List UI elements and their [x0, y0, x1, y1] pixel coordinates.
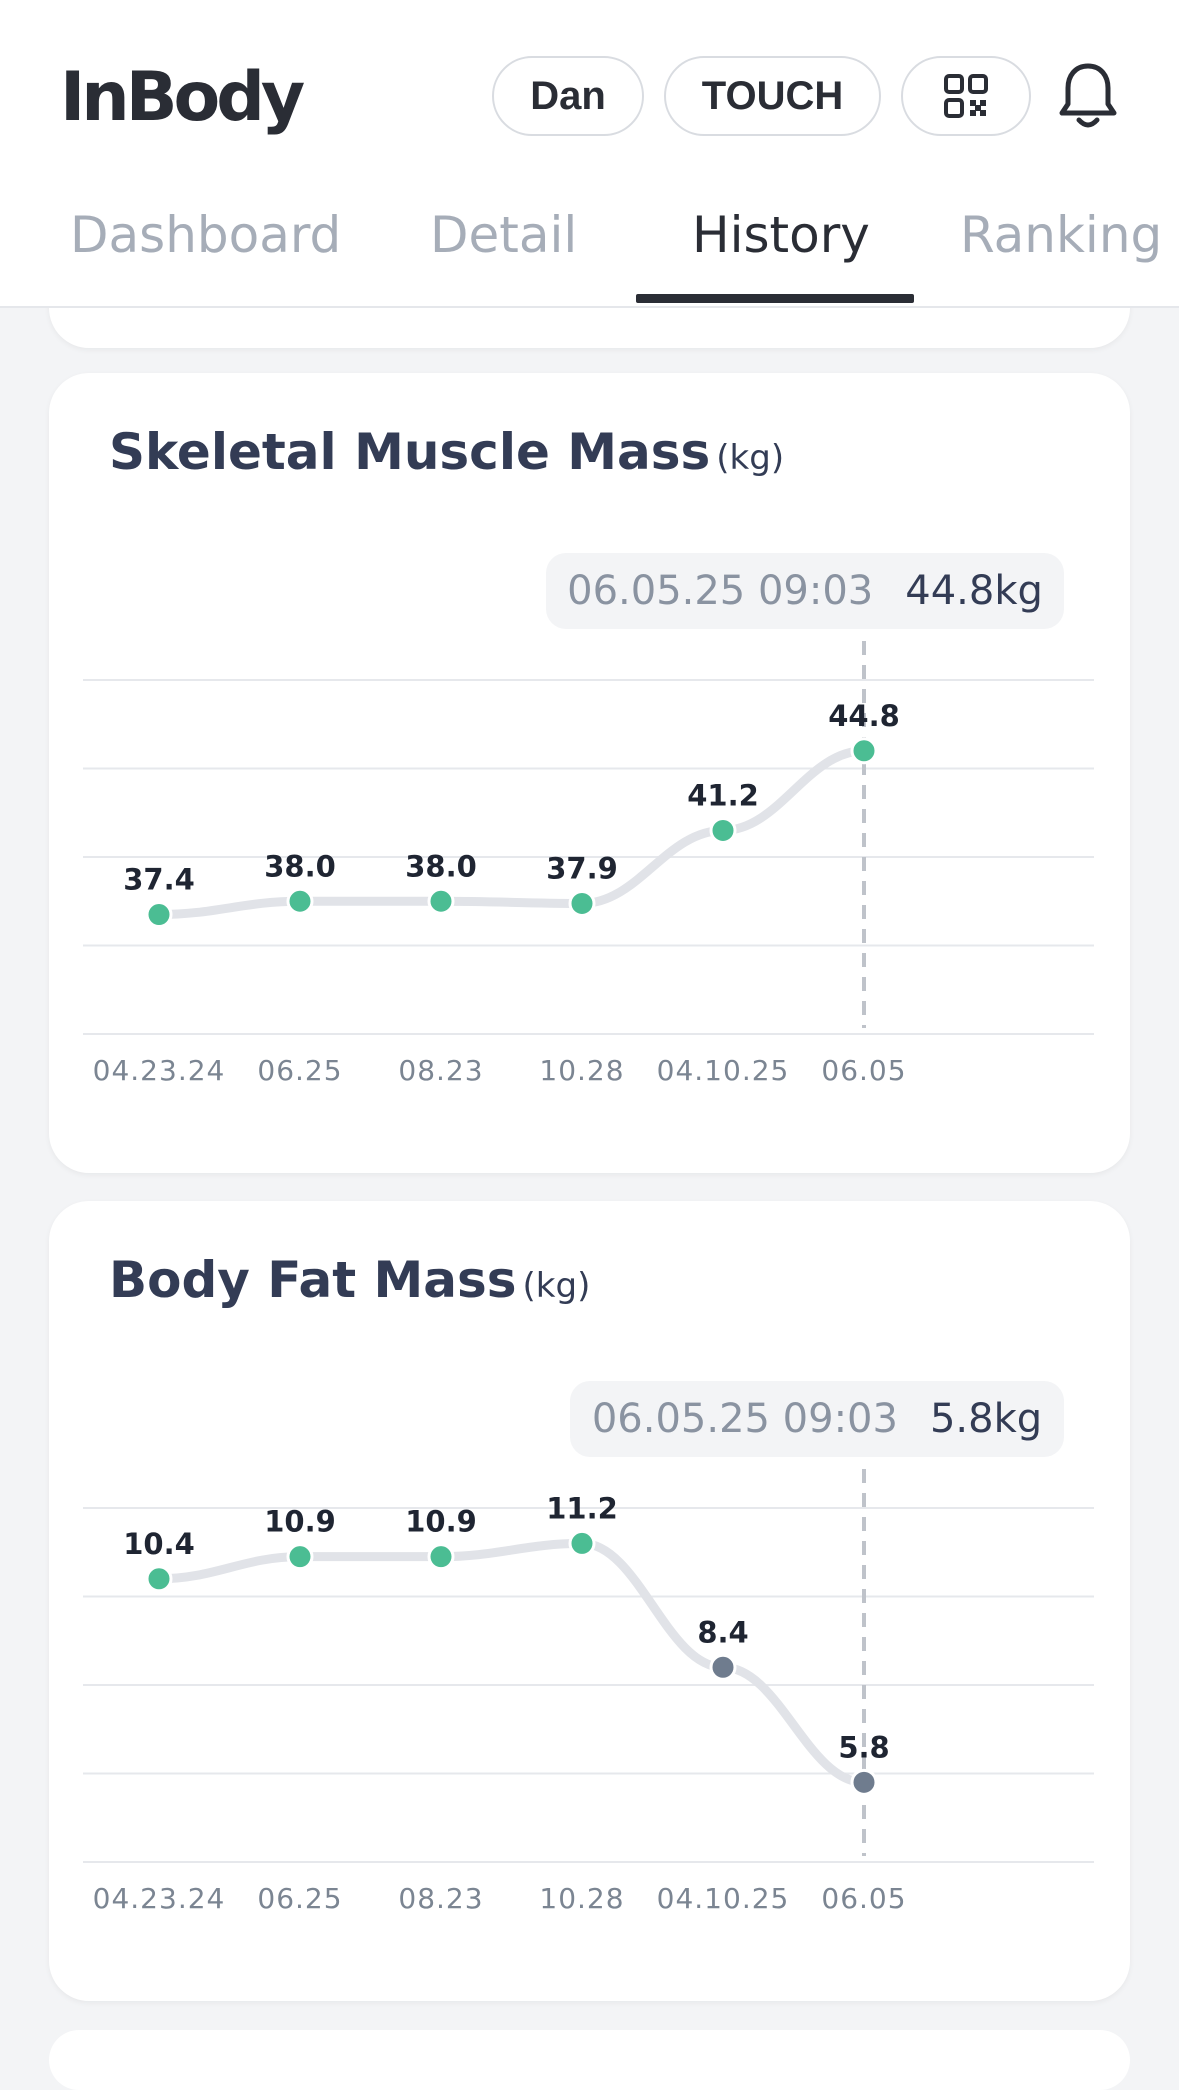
data-point [850, 737, 878, 765]
data-point [145, 901, 173, 929]
data-point [709, 1653, 737, 1681]
tab-history[interactable]: History [692, 206, 870, 264]
x-tick-label: 06.05 [821, 1882, 906, 1915]
skeletal-muscle-chart[interactable]: 37.4 38.0 38.0 37.9 41.2 44.8 04.23.24 06.25 08.… [49, 373, 1130, 1173]
data-point [286, 1543, 314, 1571]
card-title-text: Skeletal Muscle Mass [109, 423, 711, 481]
qr-code-icon [944, 74, 988, 118]
x-tick-label: 04.10.25 [657, 1054, 790, 1087]
data-point [286, 887, 314, 915]
data-label: 38.0 [405, 849, 477, 883]
data-label: 11.2 [546, 1491, 618, 1525]
x-tick-label: 06.25 [257, 1054, 342, 1087]
x-tick-label: 06.25 [257, 1882, 342, 1915]
data-point [145, 1565, 173, 1593]
data-label: 8.4 [697, 1615, 748, 1649]
data-point [427, 1543, 455, 1571]
x-tick-label: 04.23.24 [93, 1882, 226, 1915]
tab-detail[interactable]: Detail [430, 206, 578, 264]
selected-point-tooltip: 06.05.25 09:03 44.8kg [546, 553, 1064, 629]
next-card [49, 2030, 1130, 2090]
tooltip-date: 06.05.25 09:03 [567, 568, 874, 614]
skeletal-muscle-card: Skeletal Muscle Mass (kg) 06.05.25 09:03 … [49, 373, 1130, 1173]
card-title: Skeletal Muscle Mass (kg) [109, 423, 784, 481]
series-line [154, 1538, 869, 1787]
inbody-logo[interactable]: InBody [60, 58, 305, 137]
body-fat-card: Body Fat Mass (kg) 06.05.25 09:03 5.8kg 1… [49, 1201, 1130, 2001]
tooltip-value: 44.8kg [905, 568, 1043, 614]
tab-bar: Dashboard Detail History Ranking [0, 196, 1179, 308]
x-tick-label: 04.10.25 [657, 1882, 790, 1915]
user-button[interactable]: Dan [492, 56, 644, 136]
data-label: 37.9 [546, 851, 618, 885]
data-label: 10.4 [123, 1527, 195, 1561]
x-tick-label: 10.28 [539, 1882, 624, 1915]
data-label: 41.2 [687, 778, 759, 812]
series-line [154, 746, 869, 920]
data-point [709, 816, 737, 844]
data-point [568, 889, 596, 917]
data-label: 44.8 [828, 699, 900, 733]
data-point [850, 1768, 878, 1796]
x-tick-label: 04.23.24 [93, 1054, 226, 1087]
data-label: 38.0 [264, 849, 336, 883]
data-label: 10.9 [264, 1505, 336, 1539]
tooltip-date: 06.05.25 09:03 [591, 1396, 898, 1442]
bell-icon[interactable] [1057, 60, 1119, 132]
data-label: 10.9 [405, 1505, 477, 1539]
x-tick-label: 08.23 [398, 1882, 483, 1915]
data-point [427, 887, 455, 915]
tooltip-value: 5.8kg [929, 1396, 1043, 1442]
x-tick-label: 06.05 [821, 1054, 906, 1087]
card-unit: (kg) [522, 1266, 591, 1306]
tab-ranking[interactable]: Ranking [960, 206, 1163, 264]
x-tick-label: 10.28 [539, 1054, 624, 1087]
card-title-text: Body Fat Mass [109, 1251, 517, 1309]
card-title: Body Fat Mass (kg) [109, 1251, 590, 1309]
tab-dashboard[interactable]: Dashboard [70, 206, 342, 264]
card-unit: (kg) [716, 438, 785, 478]
data-point [568, 1529, 596, 1557]
selected-point-tooltip: 06.05.25 09:03 5.8kg [570, 1381, 1064, 1457]
data-label: 5.8 [838, 1730, 889, 1764]
data-label: 37.4 [123, 863, 195, 897]
touch-button[interactable]: TOUCH [664, 56, 881, 136]
x-tick-label: 08.23 [398, 1054, 483, 1087]
app-header: InBody Dan TOUCH Dashboard Detail Histor… [0, 0, 1179, 308]
body-fat-chart[interactable]: 10.4 10.9 10.9 11.2 8.4 5.8 04.23.24 06.25 08.23… [49, 1201, 1130, 2001]
active-tab-indicator [636, 294, 914, 303]
qr-button[interactable] [901, 56, 1031, 136]
